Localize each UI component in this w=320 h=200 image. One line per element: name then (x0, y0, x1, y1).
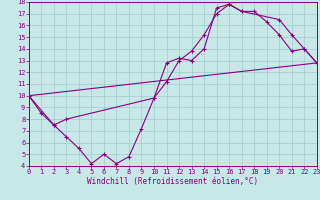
X-axis label: Windchill (Refroidissement éolien,°C): Windchill (Refroidissement éolien,°C) (87, 177, 258, 186)
